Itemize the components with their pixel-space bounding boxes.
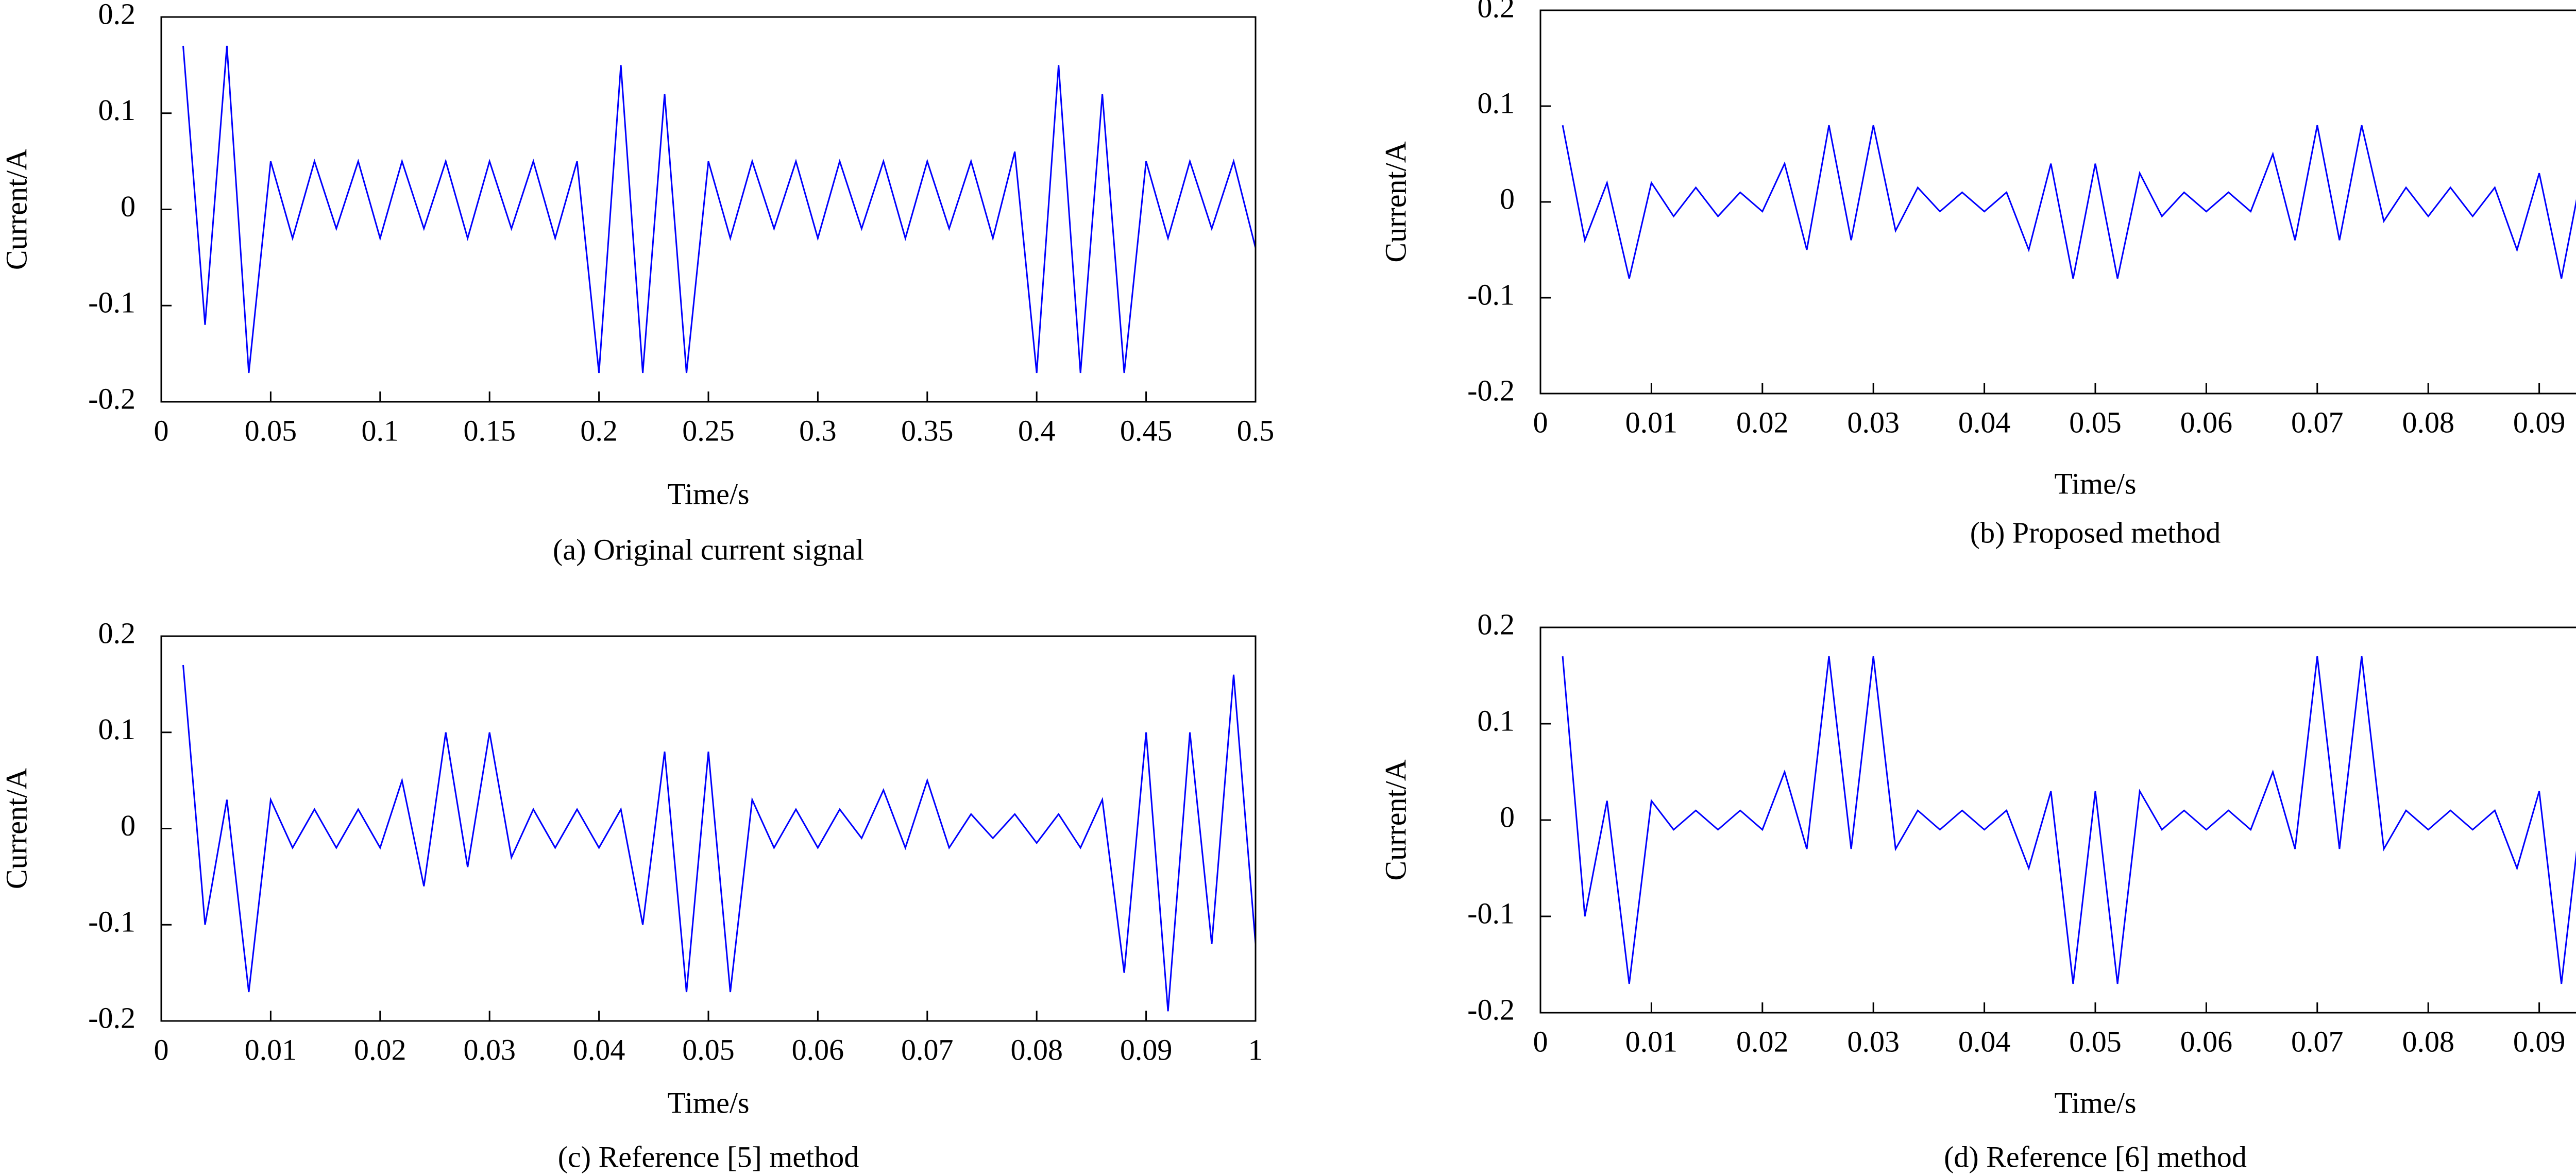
y-axis-label: Current/A — [0, 768, 33, 889]
signal-line — [182, 45, 1257, 373]
y-tick-label: 0.2 — [1478, 0, 1515, 24]
y-tick-label: 0.1 — [98, 93, 136, 127]
x-axis-label: Time/s — [2054, 467, 2136, 500]
y-tick-label: -0.2 — [1467, 373, 1515, 407]
x-tick-label: 0 — [1533, 1025, 1548, 1058]
x-tick-label: 0.09 — [2513, 1025, 2566, 1058]
y-tick-label: 0 — [1500, 182, 1515, 215]
x-tick-label: 0.06 — [2180, 1025, 2233, 1058]
x-tick-label: 0 — [154, 414, 169, 447]
x-tick-label: 0.05 — [682, 1033, 735, 1066]
y-axis-label: Current/A — [0, 149, 33, 270]
x-tick-label: 0.03 — [1847, 1025, 1900, 1058]
x-tick-label: 0.09 — [1120, 1033, 1173, 1066]
x-tick-label: 0.06 — [2180, 405, 2233, 439]
x-tick-label: 0.25 — [682, 414, 735, 447]
x-tick-label: 0.01 — [1625, 405, 1678, 439]
x-tick-label: 0.03 — [1847, 405, 1900, 439]
x-axis-label: Time/s — [667, 1086, 749, 1119]
signal-line — [1562, 125, 2576, 279]
x-tick-label: 0.3 — [799, 414, 837, 447]
x-tick-label: 0.08 — [2402, 1025, 2454, 1058]
y-tick-label: 0.2 — [1478, 607, 1515, 641]
x-tick-label: 1 — [1248, 1033, 1263, 1066]
y-tick-label: 0.1 — [1478, 704, 1515, 737]
y-tick-label: -0.2 — [88, 1001, 135, 1034]
x-tick-label: 0.35 — [901, 414, 954, 447]
caption: (b) Proposed method — [1970, 516, 2221, 549]
y-tick-label: -0.2 — [88, 382, 135, 415]
caption: (d) Reference [6] method — [1944, 1140, 2247, 1173]
y-tick-label: 0.1 — [98, 712, 136, 746]
x-tick-label: 0.02 — [354, 1033, 406, 1066]
x-tick-label: 0.04 — [573, 1033, 625, 1066]
y-axis-label: Current/A — [1379, 759, 1412, 880]
x-tick-label: 0 — [154, 1033, 169, 1066]
x-tick-label: 0.08 — [1010, 1033, 1063, 1066]
x-tick-label: 0.5 — [1237, 414, 1275, 447]
x-tick-label: 0 — [1533, 405, 1548, 439]
x-tick-label: 0.05 — [2069, 405, 2122, 439]
x-tick-label: 0.15 — [463, 414, 516, 447]
x-tick-label: 0.01 — [1625, 1025, 1678, 1058]
y-tick-label: -0.2 — [1467, 993, 1515, 1026]
x-tick-label: 0.09 — [2513, 405, 2566, 439]
y-tick-label: -0.1 — [1467, 278, 1515, 311]
y-tick-label: 0 — [121, 809, 135, 842]
plot-frame — [1539, 626, 2576, 1014]
x-tick-label: 0.05 — [2069, 1025, 2122, 1058]
x-tick-label: 0.1 — [362, 414, 399, 447]
x-tick-label: 0.04 — [1958, 405, 2011, 439]
x-tick-label: 0.07 — [2291, 1025, 2344, 1058]
x-tick-label: 0.08 — [2402, 405, 2454, 439]
x-axis-label: Time/s — [667, 477, 749, 510]
x-tick-label: 0.02 — [1736, 405, 1789, 439]
x-tick-label: 0.02 — [1736, 1025, 1789, 1058]
y-tick-label: 0 — [1500, 800, 1515, 833]
y-tick-label: -0.1 — [88, 286, 135, 319]
x-tick-label: 0.4 — [1018, 414, 1056, 447]
y-tick-label: -0.1 — [88, 905, 135, 939]
x-tick-label: 0.2 — [580, 414, 618, 447]
y-tick-label: 0.1 — [1478, 86, 1515, 120]
x-tick-label: 0.03 — [463, 1033, 516, 1066]
signal-line — [1562, 656, 2576, 984]
y-tick-label: 0.2 — [98, 0, 136, 30]
x-tick-label: 0.07 — [2291, 405, 2344, 439]
x-tick-label: 0.04 — [1958, 1025, 2011, 1058]
x-tick-label: 0.06 — [792, 1033, 844, 1066]
x-tick-label: 0.01 — [245, 1033, 297, 1066]
plot-frame — [160, 16, 1257, 403]
caption: (c) Reference [5] method — [558, 1140, 859, 1173]
x-tick-label: 0.07 — [901, 1033, 954, 1066]
x-axis-label: Time/s — [2054, 1086, 2136, 1119]
y-axis-label: Current/A — [1379, 141, 1412, 262]
y-tick-label: -0.1 — [1467, 896, 1515, 930]
y-tick-label: 0.2 — [98, 616, 136, 650]
y-tick-label: 0 — [121, 190, 135, 223]
signal-line — [182, 664, 1257, 1012]
x-tick-label: 0.45 — [1120, 414, 1173, 447]
caption: (a) Original current signal — [553, 533, 864, 566]
x-tick-label: 0.05 — [245, 414, 297, 447]
